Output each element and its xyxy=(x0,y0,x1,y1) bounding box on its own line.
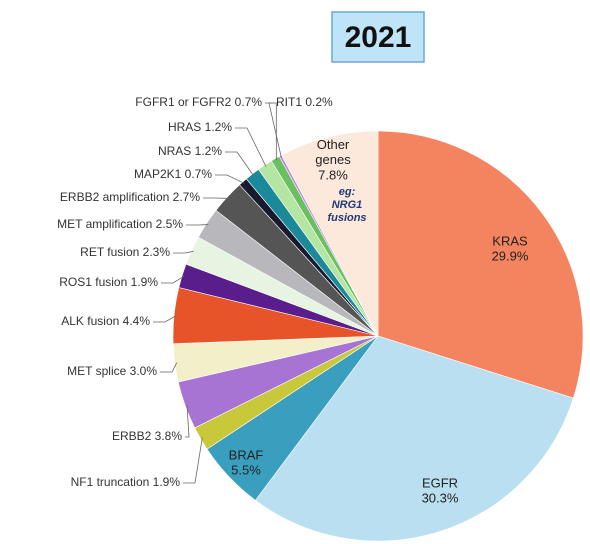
leader-line xyxy=(268,102,282,158)
slice-label: KRAS xyxy=(492,233,528,248)
leader-line xyxy=(173,250,194,254)
label-line: Other xyxy=(317,137,350,152)
value-label: 0.7% xyxy=(235,95,263,109)
category: FGFR1 or FGFR2 xyxy=(135,95,231,109)
leader-line xyxy=(183,437,203,484)
slice-label: ROS1 fusion 1.9% xyxy=(59,275,158,289)
category: NRAS xyxy=(158,144,191,158)
category: ROS1 fusion xyxy=(59,275,127,289)
value-label: 2.7% xyxy=(173,190,201,204)
annotation-line: NRG1 xyxy=(332,199,363,211)
value-label: 3.0% xyxy=(130,364,158,378)
slice-label: EGFR xyxy=(422,475,458,490)
leader-line xyxy=(185,404,190,438)
value-label: 30.3% xyxy=(422,490,459,505)
leader-line xyxy=(235,127,267,167)
category: RET fusion xyxy=(80,245,139,259)
value-label: 4.4% xyxy=(123,314,151,328)
slice-label: BRAF xyxy=(229,447,264,462)
value-label: 1.2% xyxy=(195,144,223,158)
value-label: 2.3% xyxy=(143,245,171,259)
value-label: 5.5% xyxy=(231,462,261,477)
slice-label: FGFR1 or FGFR2 0.7% xyxy=(135,95,262,109)
slice-label: ERBB2 amplification 2.7% xyxy=(60,190,200,204)
category: ERBB2 amplification xyxy=(60,190,169,204)
pie xyxy=(172,130,584,542)
value-label: 2.5% xyxy=(156,217,184,231)
leader-line xyxy=(153,315,177,323)
slice-label: Other genes xyxy=(315,137,351,167)
slice-label: RET fusion 2.3% xyxy=(80,245,170,259)
title-box xyxy=(331,11,425,63)
value-label: 0.2% xyxy=(305,95,333,109)
category: HRAS xyxy=(168,120,201,134)
label-line: genes xyxy=(315,152,351,167)
slice-label: HRAS 1.2% xyxy=(168,120,232,134)
slice-label: MET splice 3.0% xyxy=(67,364,157,378)
annotation-line: eg: xyxy=(339,186,356,198)
slice xyxy=(281,130,379,337)
slice-label: ALK fusion 4.4% xyxy=(61,314,150,328)
chart-title: 2021 xyxy=(345,21,412,54)
category: MAP2K1 xyxy=(134,167,182,181)
leader-line xyxy=(225,151,254,176)
slice xyxy=(377,130,584,399)
value-label: 0.7% xyxy=(185,167,213,181)
annotation-line: fusions xyxy=(327,212,366,224)
category: MET amplification xyxy=(57,217,152,231)
leader-line xyxy=(161,275,185,284)
value-label: 7.8% xyxy=(318,167,348,182)
slice-label: MET amplification 2.5% xyxy=(57,217,183,231)
category: RIT1 xyxy=(276,95,302,109)
value-label: 29.9% xyxy=(492,248,529,263)
category: NF1 truncation xyxy=(71,475,150,489)
slice-label: ERBB2 3.8% xyxy=(112,429,182,443)
category: ALK fusion xyxy=(61,314,119,328)
slice-label: RIT1 0.2% xyxy=(276,95,333,109)
annotation: eg: NRG1 fusions xyxy=(327,186,366,224)
value-label: 1.9% xyxy=(153,475,181,489)
leader-line xyxy=(160,362,178,373)
category: MET splice xyxy=(67,364,126,378)
slice-label: NF1 truncation 1.9% xyxy=(71,475,181,489)
slice-label: NRAS 1.2% xyxy=(158,144,222,158)
value-label: 1.9% xyxy=(131,275,159,289)
slice-label: MAP2K1 0.7% xyxy=(134,167,212,181)
value-label: 1.2% xyxy=(205,120,233,134)
value-label: 3.8% xyxy=(155,429,183,443)
category: ERBB2 xyxy=(112,429,152,443)
leader-line xyxy=(215,174,245,184)
slice xyxy=(255,335,574,542)
